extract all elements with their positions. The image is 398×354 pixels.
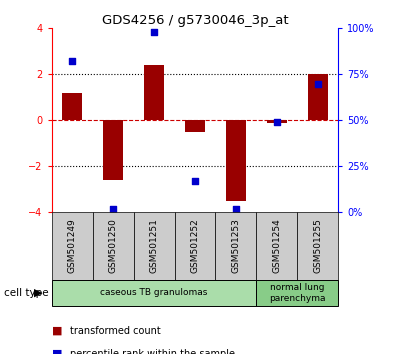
Text: GSM501253: GSM501253 [232,218,240,274]
Text: ■: ■ [52,326,62,336]
Bar [185,120,205,132]
Text: cell type: cell type [4,288,49,298]
Text: ■: ■ [52,349,62,354]
Bar [215,212,256,280]
Text: GSM501255: GSM501255 [313,218,322,274]
Point [233,206,239,212]
Bar [93,212,134,280]
Bar [103,120,123,180]
Title: GDS4256 / g5730046_3p_at: GDS4256 / g5730046_3p_at [102,14,288,27]
Bar [267,120,287,123]
Text: normal lung
parenchyma: normal lung parenchyma [269,283,326,303]
Bar [297,212,338,280]
Bar [256,212,297,280]
Point [315,81,321,86]
Bar [52,280,256,306]
Bar [134,212,175,280]
Bar [256,280,338,306]
Bar [175,212,215,280]
Text: GSM501251: GSM501251 [150,218,158,274]
Text: percentile rank within the sample: percentile rank within the sample [70,349,235,354]
Bar [62,93,82,120]
Point [192,178,198,184]
Text: caseous TB granulomas: caseous TB granulomas [100,289,208,297]
Text: GSM501249: GSM501249 [68,219,77,273]
Point [69,59,75,64]
Bar [52,212,93,280]
Text: GSM501252: GSM501252 [191,219,199,273]
Text: GSM501254: GSM501254 [272,219,281,273]
Point [110,206,116,212]
Point [274,119,280,125]
Bar [308,74,328,120]
Point [151,29,157,35]
Bar [144,65,164,120]
Text: ▶: ▶ [33,288,42,298]
Bar [226,120,246,201]
Text: GSM501250: GSM501250 [109,218,118,274]
Text: transformed count: transformed count [70,326,160,336]
